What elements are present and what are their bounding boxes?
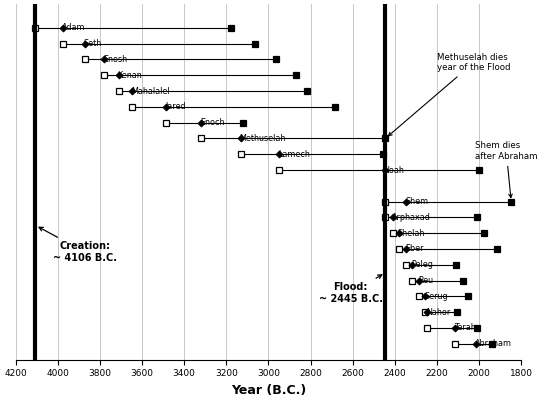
Text: Reu: Reu	[418, 276, 433, 285]
Text: Seth: Seth	[84, 39, 102, 48]
Text: Methuselah dies
year of the Flood: Methuselah dies year of the Flood	[389, 53, 511, 136]
Text: Jared: Jared	[165, 102, 186, 111]
Text: Flood:
~ 2445 B.C.: Flood: ~ 2445 B.C.	[318, 275, 383, 304]
Text: Nahor: Nahor	[426, 308, 451, 317]
X-axis label: Year (B.C.): Year (B.C.)	[231, 384, 306, 397]
Text: Shelah: Shelah	[398, 229, 425, 238]
Text: Abraham: Abraham	[475, 339, 512, 348]
Text: Serug: Serug	[424, 292, 448, 301]
Text: Eber: Eber	[405, 245, 423, 253]
Text: Methuselah: Methuselah	[239, 134, 286, 143]
Text: Kenan: Kenan	[117, 71, 142, 80]
Text: Terah: Terah	[453, 324, 475, 332]
Text: Shem dies
after Abraham: Shem dies after Abraham	[475, 142, 537, 198]
Text: Shem: Shem	[405, 197, 428, 206]
Text: Arphaxad: Arphaxad	[391, 213, 430, 222]
Text: Peleg: Peleg	[411, 260, 433, 269]
Text: Enosh: Enosh	[103, 55, 127, 64]
Text: Adam: Adam	[61, 23, 85, 32]
Text: Noah: Noah	[384, 166, 405, 174]
Text: Lamech: Lamech	[278, 150, 310, 159]
Text: Enoch: Enoch	[200, 118, 225, 127]
Text: Mahalalel: Mahalalel	[131, 87, 170, 95]
Text: Creation:
~ 4106 B.C.: Creation: ~ 4106 B.C.	[39, 227, 117, 263]
